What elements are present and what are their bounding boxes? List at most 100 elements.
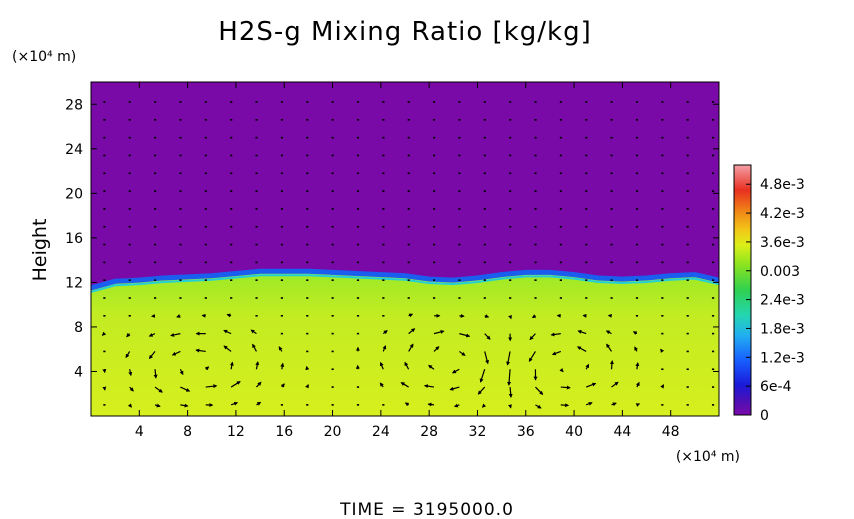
vector-dot [128,315,131,317]
vector-dot [483,243,486,246]
vector-dot [635,172,639,175]
vector-dot [635,243,639,246]
vector-dot [610,261,613,264]
vector-arrow [223,345,232,352]
vector-dot [179,101,182,103]
vector-dot [432,243,436,246]
vector-dot [483,154,486,157]
vector-dot [103,225,106,228]
vector-dot [686,136,689,139]
vector-dot [686,208,689,210]
vector-arrow [154,386,163,393]
vector-dot [306,279,309,281]
vector-dot [407,261,410,264]
vector-dot [483,119,486,121]
vector-dot [382,261,385,264]
vector-arrow [408,328,416,335]
vector-arrow [606,343,613,352]
vector-arrow [576,346,587,352]
vector-dot [559,243,562,246]
vector-dot [103,119,106,121]
vector-arrow [255,361,260,370]
vector-dot [356,208,360,210]
vector-dot [635,297,639,299]
vector-dot [407,279,410,281]
vector-arrow [550,332,561,337]
vector-dot [458,101,461,103]
vector-dot [154,136,157,139]
vector-dot [711,119,715,121]
vector-dot [103,208,106,210]
vector-dot [559,297,562,299]
vector-dot [509,154,512,157]
vector-dot [382,404,385,406]
time-label: TIME = 3195000.0 [339,500,514,519]
vector-dot [534,297,537,299]
vector-dot [230,154,233,157]
vector-dot [356,261,360,264]
vector-arrow [229,361,234,370]
vector-dot [103,350,106,353]
colorbar-tick-label: 4.8e-3 [760,177,805,193]
vector-arrow [382,345,387,352]
vector-dot [610,154,613,157]
vector-dot [255,154,258,157]
vector-dot [280,315,284,317]
vector-dot [230,119,233,121]
vector-dot [154,119,157,121]
vector-dot [128,279,131,281]
y-tick-label: 28 [65,97,83,113]
vector-dot [711,368,715,371]
vector-dot [356,190,360,192]
vector-dot [432,154,436,157]
vector-dot [635,190,639,192]
vector-dot [382,101,385,103]
vector-dot [306,332,309,335]
vector-arrow [379,382,384,388]
vector-dot [483,261,486,264]
vector-arrow [379,361,384,370]
vector-dot [280,243,284,246]
vector-dot [306,261,309,264]
vector-dot [255,208,258,210]
x-axis-unit: (×10⁴ m) [676,449,740,465]
vector-arrow [256,401,262,406]
vector-dot [711,225,715,228]
vector-dot [280,208,284,210]
vector-dot [509,243,512,246]
vector-dot [711,261,715,264]
vector-dot [306,101,309,103]
vector-dot [331,261,334,264]
vector-dot [128,172,131,175]
vector-dot [331,119,334,121]
vector-dot [306,404,309,406]
x-axis-ticks: 4 8 12 16 20 24 28 32 36 40 44 48 [135,82,680,440]
vector-dot [458,279,461,281]
vector-dot [306,136,309,139]
velocity-vectors [101,101,715,409]
vector-dot [711,332,715,335]
chart-title: H2S-g Mixing Ratio [kg/kg] [218,17,591,47]
vector-dot [610,297,613,299]
vector-dot [331,297,334,299]
vector-arrow [305,383,309,389]
vector-dot [686,154,689,157]
vector-dot [128,225,131,228]
vector-dot [280,136,284,139]
vector-arrow [585,401,593,406]
vector-dot [407,119,410,121]
vector-dot [331,404,334,406]
vector-dot [686,119,689,121]
vector-dot [103,154,106,157]
vector-arrow [226,313,232,318]
vector-arrow [125,351,131,359]
vector-dot [382,136,385,139]
vector-dot [686,386,689,388]
vector-dot [306,172,309,175]
vector-dot [509,208,512,210]
vector-dot [661,332,664,335]
vector-dot [204,136,207,139]
vector-dot [610,136,613,139]
vector-dot [610,172,613,175]
